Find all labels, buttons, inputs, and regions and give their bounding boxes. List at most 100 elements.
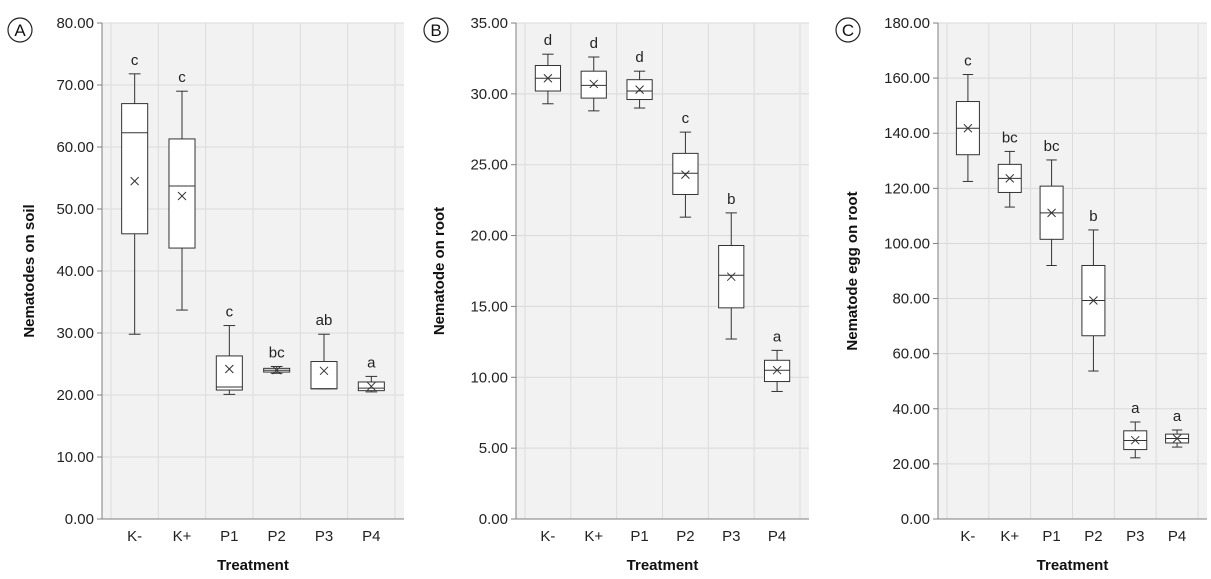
significance-label: b <box>727 191 735 208</box>
panel-B: 0.00 5.00 10.00 15.00 20.00 25.00 30.00 35.00 K-… <box>423 15 809 574</box>
mean-marker <box>224 364 234 374</box>
panel-label: C <box>842 21 854 40</box>
x-tick-label: K- <box>540 528 555 545</box>
mean-marker <box>589 79 599 89</box>
mean-marker <box>1089 296 1098 305</box>
y-tick-label: 15.00 <box>470 298 508 315</box>
mean-marker <box>177 191 187 201</box>
x-tick-label: P2 <box>676 528 694 545</box>
mean-marker <box>130 176 140 186</box>
significance-label: ab <box>316 312 333 329</box>
gridlines <box>938 22 1207 520</box>
mean-marker <box>366 381 376 391</box>
significance-label: d <box>590 35 598 52</box>
box-K+: bc <box>997 129 1022 208</box>
y-tick-label: 100.00 <box>884 235 930 252</box>
y-tick-label: 0.00 <box>65 511 94 528</box>
box-P2: c <box>672 110 699 218</box>
x-tick-label: P3 <box>722 528 740 545</box>
panel-label-circle <box>7 17 33 43</box>
y-tick-label: 5.00 <box>479 440 508 457</box>
box-K+: c <box>168 69 196 311</box>
box-iqr <box>168 138 196 249</box>
box-iqr <box>215 355 243 391</box>
y-tick-label: 60.00 <box>56 139 94 156</box>
y-tick-label: 80.00 <box>56 15 94 32</box>
significance-label: d <box>544 32 552 49</box>
significance-label: bc <box>1044 138 1060 155</box>
y-tick-label: 70.00 <box>56 77 94 94</box>
y-tick-label: 10.00 <box>470 369 508 386</box>
box-iqr <box>672 152 699 195</box>
y-tick-label: 40.00 <box>892 401 930 418</box>
y-tick-label: 30.00 <box>56 325 94 342</box>
x-tick-label: P3 <box>1126 528 1144 545</box>
y-tick-label: 40.00 <box>56 263 94 280</box>
significance-label: c <box>131 52 139 69</box>
significance-label: c <box>178 69 186 86</box>
panel-A: 0.00 10.00 20.00 30.00 40.00 50.00 60.00 70.00 8… <box>7 15 404 574</box>
significance-label: a <box>367 354 376 371</box>
x-tick-label: P4 <box>1168 528 1186 545</box>
x-tick-label: P1 <box>220 528 238 545</box>
y-axis-title: Nematodes on soil <box>21 204 38 337</box>
x-tick-label: K- <box>127 528 142 545</box>
significance-label: a <box>773 328 782 345</box>
y-tick-label: 20.00 <box>56 387 94 404</box>
significance-label: c <box>964 53 972 70</box>
box-K+: d <box>580 35 607 112</box>
box-P3: ab <box>310 312 338 390</box>
mean-marker <box>1005 174 1015 183</box>
y-tick-label: 80.00 <box>892 291 930 308</box>
y-tick-label: 20.00 <box>470 228 508 245</box>
mean-marker <box>635 85 644 94</box>
mean-marker <box>272 365 282 375</box>
box-P4: a <box>1165 408 1190 448</box>
x-axis-title: Treatment <box>627 557 699 574</box>
y-tick-label: 0.00 <box>479 511 508 528</box>
y-tick-label: 160.00 <box>884 70 930 87</box>
x-tick-label: K+ <box>1000 528 1019 545</box>
x-tick-label: K- <box>960 528 975 545</box>
box-K-: c <box>121 52 149 335</box>
box-iqr <box>763 359 791 383</box>
y-tick-label: 35.00 <box>470 15 508 32</box>
panel-label-circle <box>423 17 449 43</box>
x-tick-label: P4 <box>768 528 786 545</box>
mean-marker <box>1130 435 1140 445</box>
y-tick-label: 20.00 <box>892 456 930 473</box>
x-tick-label: K+ <box>173 528 192 545</box>
significance-label: b <box>1089 208 1097 225</box>
y-tick-label: 60.00 <box>892 346 930 363</box>
box-P1: d <box>626 49 653 109</box>
box-P2: b <box>1081 208 1106 372</box>
y-tick-label: 0.00 <box>901 511 930 528</box>
x-tick-label: P2 <box>1084 528 1102 545</box>
gridlines <box>102 22 404 520</box>
significance-label: a <box>1131 400 1140 417</box>
significance-label: a <box>1173 408 1182 425</box>
box-P3: b <box>718 191 745 340</box>
y-tick-label: 120.00 <box>884 180 930 197</box>
box-iqr <box>718 244 745 309</box>
box-iqr <box>121 103 149 235</box>
panel-C: 0.00 20.00 40.00 60.00 80.00 100.00 120.00 140.… <box>835 15 1207 574</box>
box-P1: c <box>215 304 243 395</box>
mean-marker <box>1047 208 1056 218</box>
significance-label: c <box>682 110 690 127</box>
mean-marker <box>963 123 973 133</box>
mean-marker <box>681 170 690 179</box>
y-axis-title: Nematode egg on root <box>844 191 861 350</box>
x-tick-label: P3 <box>315 528 333 545</box>
x-tick-label: P2 <box>267 528 285 545</box>
box-iqr <box>310 361 338 390</box>
y-tick-label: 140.00 <box>884 125 930 142</box>
mean-marker <box>543 73 553 83</box>
box-iqr <box>580 70 607 99</box>
box-P4: a <box>763 328 791 392</box>
x-tick-label: P1 <box>1042 528 1060 545</box>
x-axis-title: Treatment <box>217 557 289 574</box>
significance-label: bc <box>1002 129 1018 146</box>
y-axis-title: Nematode on root <box>431 207 448 335</box>
